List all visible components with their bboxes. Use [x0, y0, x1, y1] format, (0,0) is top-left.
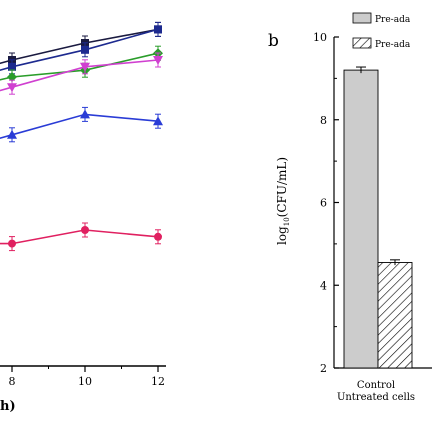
panel-a-marker — [81, 226, 89, 234]
panel-b-bar — [343, 69, 379, 369]
panel-a-x-tick-label: 8 — [9, 375, 16, 388]
legend-swatch-hatch — [352, 37, 372, 49]
panel-a-marker — [80, 109, 90, 119]
panel-a-series-line — [0, 229, 159, 245]
panel-b-legend: Pre-ada Pre-ada — [352, 12, 411, 50]
panel-a-marker — [80, 62, 90, 72]
panel-b-label: b — [268, 31, 279, 51]
panel-a-x-ticks: 8 10 12 — [9, 366, 165, 388]
panel-b-category-label-line1: Control — [357, 380, 395, 391]
panel-a-x-axis-label: h) — [0, 399, 16, 414]
panel-a-series — [0, 106, 163, 143]
legend-label-2: Pre-ada — [375, 40, 411, 50]
panel-a-series — [0, 222, 162, 252]
panel-a-marker — [8, 62, 16, 71]
panel-a-series — [0, 52, 163, 95]
panel-a-series-line — [0, 113, 159, 139]
panel-a-line-chart: 8 10 12 h) — [0, 21, 166, 414]
panel-b-bars — [343, 66, 413, 369]
panel-a-series — [0, 21, 162, 75]
panel-a-marker — [81, 45, 89, 54]
panel-b-y-tick-label: 2 — [320, 362, 327, 375]
panel-a-series-line — [0, 28, 159, 65]
panel-b-y-tick-label: 8 — [320, 114, 327, 127]
panel-a-marker — [154, 232, 162, 241]
panel-a-marker — [7, 129, 17, 139]
panel-b-y-tick-label: 4 — [320, 279, 327, 292]
panel-b-y-ticks: 2 4 6 8 10 — [313, 31, 339, 375]
panel-b-y-tick-label: 6 — [320, 197, 327, 210]
legend-label-1: Pre-ada — [375, 15, 411, 25]
panel-a-marker — [7, 72, 17, 82]
panel-b-bar-chart: b log10(CFU/mL) 2 4 6 8 10 Control Untreated… — [268, 12, 432, 403]
panel-a-marker — [7, 83, 17, 93]
panel-a-marker — [153, 56, 163, 65]
panel-a-series-line — [0, 59, 159, 92]
panel-b-y-axis-label: log10(CFU/mL) — [275, 157, 291, 245]
panel-a-marker — [154, 25, 162, 34]
panel-a-series-group — [0, 21, 163, 252]
panel-a-series-line — [0, 52, 159, 81]
panel-a-x-tick-label: 10 — [78, 375, 92, 388]
legend-swatch-solid — [352, 12, 372, 24]
panel-b-category-label-line2: Untreated cells — [337, 392, 415, 403]
panel-a-marker — [8, 239, 16, 248]
panel-a-series-line — [0, 28, 159, 71]
panel-b-y-tick-label: 10 — [313, 31, 327, 44]
panel-b-bar — [377, 262, 413, 369]
panel-a-x-tick-label: 12 — [151, 375, 165, 388]
panel-a-marker — [153, 116, 163, 126]
